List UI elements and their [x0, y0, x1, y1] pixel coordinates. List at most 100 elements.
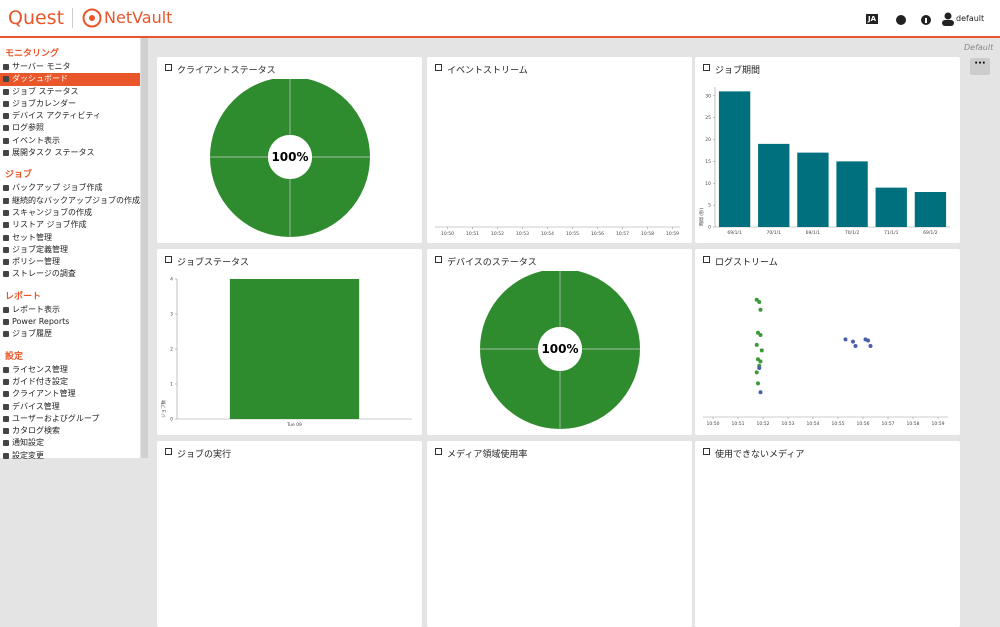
- language-menu[interactable]: JA: [866, 14, 879, 24]
- scrollbar[interactable]: [141, 38, 148, 458]
- nav-item[interactable]: バックアップ ジョブ作成: [0, 182, 140, 194]
- donut-hole: [538, 327, 582, 371]
- point: [758, 333, 763, 337]
- x-tick-label: 10:58: [641, 231, 654, 237]
- point: [758, 307, 763, 312]
- nav-item[interactable]: ガイド付き設定: [0, 376, 140, 388]
- x-tick-label: Tue 09: [286, 422, 302, 428]
- y-axis-label: ジョブ数: [160, 400, 167, 418]
- panel-icon: [703, 448, 710, 455]
- nav-item[interactable]: イベント表示: [0, 135, 140, 147]
- nav-item[interactable]: レポート表示: [0, 304, 140, 316]
- x-tick-label: 10:58: [907, 421, 920, 427]
- widget-panel: メディア領域使用率: [427, 441, 692, 627]
- panel-icon: [703, 64, 710, 71]
- nav-item[interactable]: ジョブ ステータス: [0, 86, 140, 98]
- bar: [875, 187, 907, 227]
- panel-icon: [165, 448, 172, 455]
- bar: [914, 192, 947, 227]
- point: [757, 366, 762, 370]
- point: [756, 381, 760, 386]
- nav-item[interactable]: スキャンジョブの作成: [0, 207, 140, 219]
- y-tick-label: 4: [170, 277, 173, 283]
- section-title: レポート: [5, 291, 42, 302]
- x-tick-label: 10:53: [782, 421, 795, 427]
- x-tick-label: 10:53: [516, 231, 529, 237]
- product: NetVault: [104, 8, 173, 27]
- panel-title: ジョブの実行: [177, 450, 232, 460]
- x-tick-label: 69/1/1: [806, 230, 821, 236]
- nav-item[interactable]: サーバー モニタ: [0, 61, 140, 73]
- nav-item[interactable]: Power Reports: [0, 316, 140, 328]
- logo: [82, 8, 102, 28]
- donut-hole: [268, 135, 312, 179]
- x-tick-label: 10:55: [566, 231, 579, 237]
- nav-item[interactable]: 展開タスク ステータス: [0, 147, 140, 159]
- x-tick-label: 10:59: [666, 231, 679, 237]
- nav-item[interactable]: ジョブカレンダー: [0, 98, 140, 110]
- more-button[interactable]: ···: [970, 58, 990, 75]
- nav-item[interactable]: デバイス アクティビティ: [0, 110, 140, 122]
- nav-item[interactable]: ポリシー管理: [0, 256, 140, 268]
- nav-item[interactable]: デバイス管理: [0, 401, 140, 413]
- bar: [229, 279, 360, 419]
- widget-panel: デバイスのステータス 100%: [427, 249, 692, 435]
- nav-item[interactable]: 通知設定: [0, 437, 140, 449]
- nav-item[interactable]: クライアント管理: [0, 388, 140, 400]
- panel-title: クライアントステータス: [177, 66, 276, 76]
- panel-title: デバイスのステータス: [447, 258, 537, 268]
- nav-item[interactable]: ダッシュボード: [0, 73, 140, 86]
- point: [754, 342, 759, 347]
- panel-title: ジョブステータス: [177, 258, 250, 268]
- y-tick-label: 0: [708, 225, 711, 231]
- panel-icon: [435, 64, 442, 71]
- y-tick-label: 20: [705, 137, 711, 143]
- panel-icon: [435, 448, 442, 455]
- point: [853, 344, 858, 348]
- y-tick-label: 30: [705, 93, 711, 99]
- y-tick-label: 1: [170, 382, 173, 388]
- panel-title: メディア領域使用率: [447, 450, 528, 460]
- widget-panel: イベントストリーム 10:50 10:51 10:52 10:53 10:54 10:55 1…: [427, 57, 692, 243]
- chart: 0 1 2 3 4 ジョブ数 Tue 09: [160, 277, 412, 428]
- chart: 10:50 10:51 10:52 10:53 10:54 10:55 10:56 10:57…: [435, 226, 680, 237]
- nav-item[interactable]: ライセンス管理: [0, 364, 140, 376]
- x-tick-label: 10:59: [932, 421, 945, 427]
- x-tick-label: 10:52: [491, 231, 504, 237]
- nav-item[interactable]: ユーザーおよびグループ: [0, 413, 140, 425]
- nav-item[interactable]: 設定変更: [0, 450, 140, 462]
- section-title: ジョブ: [5, 170, 33, 181]
- panel-title: ログストリーム: [715, 258, 778, 268]
- nav-item[interactable]: ジョブ定義管理: [0, 244, 140, 256]
- panel-icon: [165, 256, 172, 263]
- x-tick-label: 10:54: [807, 421, 820, 427]
- bar: [797, 152, 829, 227]
- section-title: 設定: [5, 351, 24, 362]
- icons[interactable]: [895, 13, 935, 27]
- widget-panel: 使用できないメディア: [695, 441, 960, 627]
- panel-icon: [435, 256, 442, 263]
- x-tick-label: 10:56: [591, 231, 604, 237]
- widget-panel: ジョブ期間 0 5 10 15 20 25 30 時間 (秒) 69/1/1 70/1/1 69/1/…: [695, 57, 960, 243]
- y-tick-label: 2: [170, 347, 173, 353]
- nav-item[interactable]: セット管理: [0, 232, 140, 244]
- point: [866, 338, 870, 343]
- nav-item[interactable]: ストレージの調査: [0, 268, 140, 280]
- widget-panel: ジョブの実行: [157, 441, 422, 627]
- x-tick-label: 70/1/1: [767, 230, 782, 236]
- nav-item[interactable]: ログ参照: [0, 122, 140, 134]
- x-tick-label: 10:55: [832, 421, 845, 427]
- x-tick-label: 10:57: [616, 231, 629, 237]
- nav-item[interactable]: 継続的なバックアップジョブの作成: [0, 195, 140, 207]
- x-tick-label: 10:54: [541, 231, 554, 237]
- nav-item[interactable]: カタログ検索: [0, 425, 140, 437]
- x-tick-label: 69/1/2: [923, 230, 938, 236]
- y-axis-label: 時間 (秒): [698, 208, 705, 227]
- nav-item[interactable]: リストア ジョブ作成: [0, 219, 140, 231]
- brand[interactable]: Quest: [8, 7, 65, 29]
- nav-item[interactable]: ジョブ履歴: [0, 328, 140, 340]
- widget-panel: ログストリーム 10:50 10:51 10:52 10:53 10:54 10:55 10:…: [695, 249, 960, 435]
- user-menu[interactable]: default: [956, 14, 985, 23]
- x-tick-label: 69/1/1: [727, 230, 742, 236]
